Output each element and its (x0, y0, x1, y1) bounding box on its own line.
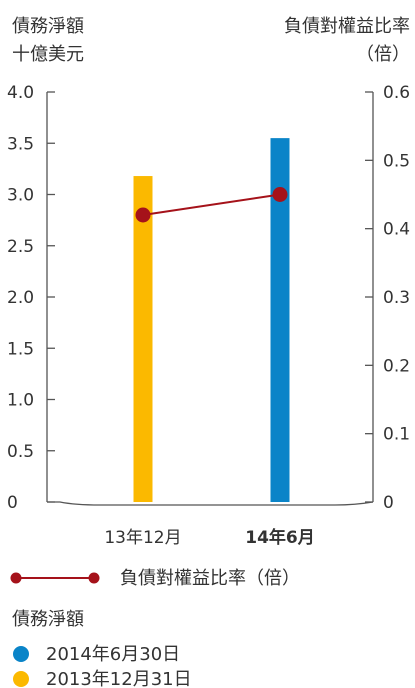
legend-line-marker-left (10, 572, 22, 584)
left-axis-title-line2: 十億美元 (12, 44, 84, 65)
left-tick-label: 3.5 (7, 134, 34, 154)
legend-label-2014: 2014年6月30日 (46, 644, 180, 665)
right-axis-title-line2: （倍） (356, 44, 410, 65)
left-tick-label: 1.5 (7, 339, 34, 359)
legend-line-marker-right (88, 572, 100, 584)
left-tick-label: 2.5 (7, 237, 34, 257)
category-labels: 13年12月 14年6月 (104, 527, 314, 548)
right-tick-label: 0.2 (383, 356, 410, 376)
left-axis-title-line1: 債務淨額 (12, 16, 84, 37)
legend-title: 債務淨額 (12, 609, 84, 630)
category-label: 14年6月 (245, 527, 315, 548)
legend-line-label: 負債對權益比率（倍） (120, 568, 300, 589)
ratio-line-series (135, 187, 288, 223)
bar-14年6月 (270, 138, 290, 502)
left-tick-label: 0 (7, 493, 18, 513)
right-axis-title-line1: 負債對權益比率 (284, 16, 410, 37)
right-tick-label: 0.1 (383, 425, 410, 445)
right-tick-label: 0.3 (383, 288, 410, 308)
ratio-line (142, 193, 281, 216)
legend-label-2013: 2013年12月31日 (46, 669, 192, 688)
right-tick-label: 0.5 (383, 151, 410, 171)
left-tick-label: 0.5 (7, 442, 34, 462)
baseline (47, 501, 374, 506)
legend-swatch-2014 (13, 646, 29, 662)
category-label: 13年12月 (104, 528, 181, 548)
ratio-point-14年6月 (272, 187, 288, 202)
right-axis-ticks: 0 0.1 0.2 0.3 0.4 0.5 0.6 (365, 83, 410, 513)
right-tick-label: 0 (383, 493, 394, 513)
left-tick-label: 1.0 (7, 391, 34, 411)
left-tick-label: 4.0 (7, 83, 34, 103)
left-tick-label: 2.0 (7, 288, 34, 308)
bars (133, 138, 290, 503)
legend: 負債對權益比率（倍） 債務淨額 2014年6月30日 2013年12月31日 (10, 568, 300, 688)
right-tick-label: 0.6 (383, 83, 410, 103)
legend-swatch-2013 (13, 671, 29, 687)
ratio-point-13年12月 (135, 207, 151, 223)
right-tick-label: 0.4 (383, 220, 410, 240)
left-axis-ticks: 0 0.5 1.0 1.5 2.0 2.5 3.0 3.5 4.0 (7, 83, 55, 513)
bar-13年12月 (133, 176, 153, 503)
left-tick-label: 3.0 (7, 186, 34, 206)
